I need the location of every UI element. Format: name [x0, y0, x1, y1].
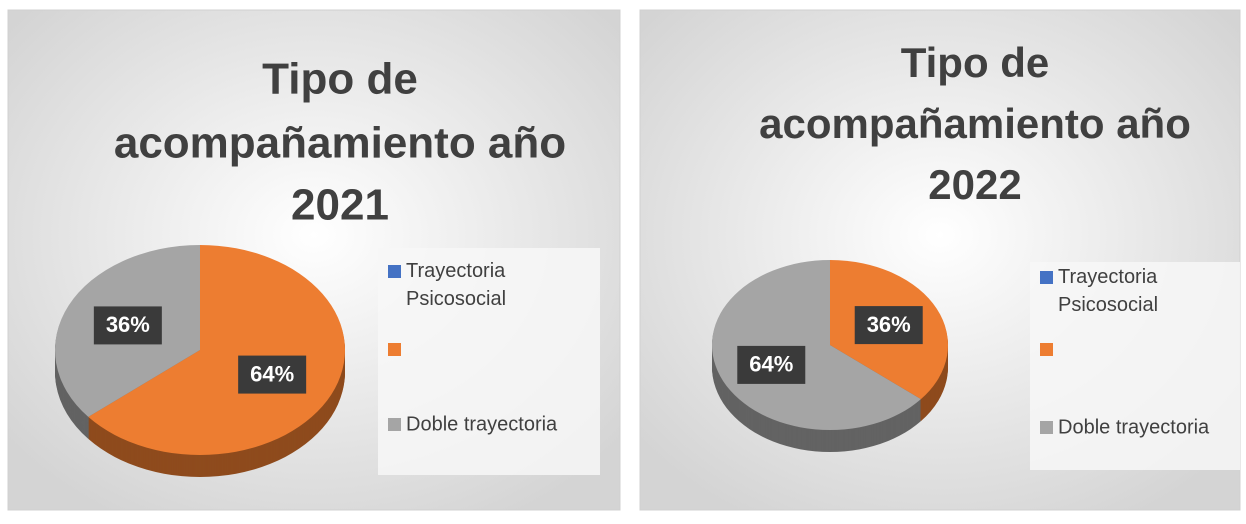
- chart-title: 2021: [291, 181, 389, 230]
- legend: [1030, 262, 1240, 470]
- chart-title: Tipo de: [901, 39, 1050, 86]
- data-label: 36%: [106, 312, 150, 337]
- legend-swatch: [388, 418, 401, 431]
- legend-label: Doble trayectoria: [1058, 416, 1210, 438]
- chart-title: 2022: [928, 161, 1021, 208]
- legend-swatch: [388, 343, 401, 356]
- pie-slice: [88, 245, 346, 456]
- legend: [378, 248, 600, 475]
- legend-swatch: [1040, 343, 1053, 356]
- data-label: 64%: [250, 361, 294, 386]
- legend-label: Trayectoria Psicosocial: [1058, 266, 1158, 316]
- legend-label: Doble trayectoria: [406, 413, 558, 435]
- chart-title: Tipo de: [262, 55, 418, 104]
- data-label: 64%: [749, 352, 793, 377]
- legend-swatch: [1040, 421, 1053, 434]
- legend-swatch: [388, 265, 401, 278]
- chart-title: acompañamiento año: [114, 119, 566, 168]
- chart-title: acompañamiento año: [759, 100, 1191, 147]
- data-label-box: [238, 355, 307, 394]
- legend-label: Trayectoria Psicosocial: [406, 260, 506, 310]
- data-label-box: [93, 306, 162, 345]
- data-label-box: [737, 345, 806, 384]
- data-label: 36%: [867, 312, 911, 337]
- data-label-box: [854, 306, 923, 345]
- pie-slice: [712, 260, 921, 430]
- legend-swatch: [1040, 271, 1053, 284]
